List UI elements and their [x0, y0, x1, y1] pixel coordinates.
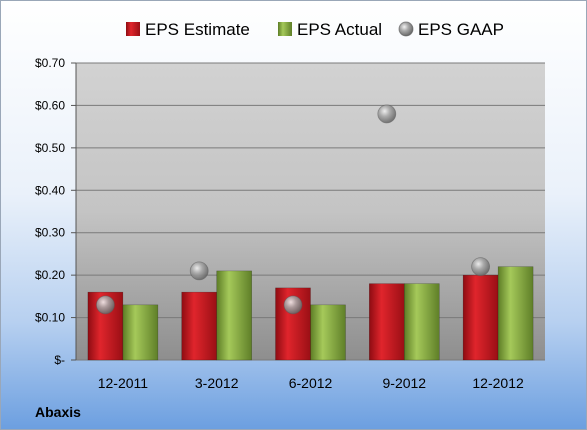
point-eps-gaap	[189, 261, 209, 281]
bar-eps-actual	[122, 304, 159, 361]
legend: EPS Estimate EPS Actual EPS GAAP	[126, 20, 504, 39]
point-eps-gaap	[471, 257, 491, 277]
legend-label: EPS GAAP	[418, 20, 504, 39]
legend-swatch-eps-gaap	[398, 21, 414, 37]
y-tick-label: $0.10	[35, 311, 65, 325]
y-tick-label: $0.30	[35, 226, 65, 240]
point-eps-gaap	[377, 104, 397, 124]
x-tick-label: 9-2012	[383, 375, 427, 391]
bar-eps-actual	[216, 270, 252, 361]
point-eps-gaap	[96, 295, 115, 315]
y-axis-ticks: $0.70 $0.60 $0.50 $0.40 $0.30 $0.20 $0.10 $-	[35, 56, 77, 367]
y-tick-label: $0.70	[35, 56, 65, 70]
y-tick-label: $0.50	[35, 141, 65, 155]
legend-swatch-eps-actual	[278, 22, 292, 36]
bar-eps-actual	[404, 283, 440, 361]
legend-label: EPS Estimate	[145, 20, 250, 39]
y-tick-label: $0.60	[35, 98, 65, 112]
x-tick-label: 3-2012	[195, 375, 239, 391]
x-tick-label: 6-2012	[289, 375, 333, 391]
bar-eps-estimate	[369, 283, 405, 361]
y-tick-label: $0.40	[35, 183, 65, 197]
company-label: Abaxis	[35, 404, 81, 420]
x-tick-label: 12-2012	[472, 375, 524, 391]
legend-swatch-eps-estimate	[126, 22, 140, 36]
x-axis-labels: 12-2011 3-2012 6-2012 9-2012 12-2012	[98, 375, 524, 391]
legend-label: EPS Actual	[297, 20, 382, 39]
x-tick-label: 12-2011	[98, 375, 149, 391]
bar-eps-actual	[497, 266, 534, 361]
bar-eps-estimate	[462, 274, 499, 361]
y-tick-label: $0.20	[35, 268, 65, 282]
y-tick-label: $-	[54, 353, 65, 367]
gaap-points	[96, 104, 491, 315]
bars	[87, 266, 534, 361]
bar-eps-estimate	[181, 291, 217, 361]
bar-eps-actual	[310, 304, 346, 361]
point-eps-gaap	[283, 295, 303, 315]
